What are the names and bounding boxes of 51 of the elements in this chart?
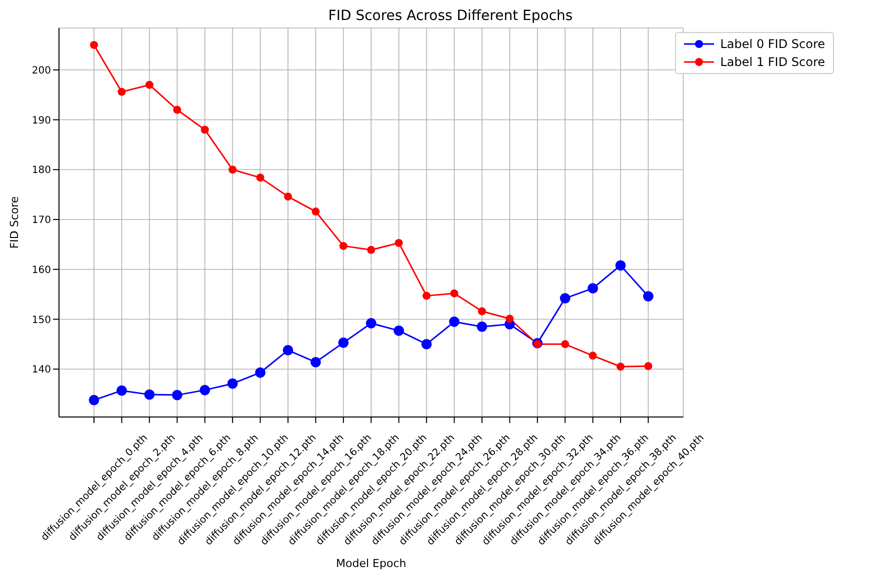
point — [450, 289, 458, 298]
legend-label: Label 1 FID Score — [720, 54, 825, 71]
point — [449, 316, 460, 327]
point — [173, 106, 182, 114]
x-axis-title: Model Epoch — [336, 557, 406, 570]
point — [116, 385, 127, 396]
point — [227, 378, 238, 389]
point — [255, 367, 266, 378]
point — [312, 208, 320, 216]
point — [506, 314, 514, 323]
point — [616, 362, 625, 371]
point — [421, 338, 432, 350]
y-tick-label: 170 — [32, 215, 51, 226]
point — [200, 126, 209, 134]
point — [88, 394, 100, 406]
point — [338, 337, 349, 348]
point — [339, 242, 348, 250]
point — [394, 238, 403, 247]
y-tick-label: 140 — [32, 364, 51, 376]
legend-label: Label 0 FID Score — [720, 36, 825, 53]
y-tick-label: 190 — [32, 115, 51, 126]
point — [367, 246, 376, 254]
point — [282, 344, 294, 356]
point — [310, 356, 321, 368]
point — [256, 174, 264, 182]
y-tick-label: 150 — [32, 314, 51, 326]
point — [615, 260, 626, 271]
point — [172, 390, 182, 400]
y-axis-title: FID Score — [8, 196, 21, 249]
point — [644, 362, 652, 370]
point — [118, 88, 126, 96]
point — [588, 283, 598, 294]
point — [144, 389, 155, 400]
point — [478, 307, 486, 316]
point — [561, 340, 570, 348]
y-tick-label: 180 — [32, 165, 51, 176]
point — [200, 384, 210, 396]
point — [90, 40, 98, 49]
y-tick-label: 160 — [32, 264, 51, 276]
point — [476, 322, 488, 332]
point — [228, 166, 237, 174]
point — [366, 318, 376, 328]
point — [145, 80, 154, 89]
point — [588, 352, 597, 360]
chart-title: FID Scores Across Different Epochs — [327, 8, 574, 24]
point — [394, 326, 404, 336]
point — [422, 292, 431, 300]
y-tick-label: 200 — [32, 65, 51, 76]
point — [284, 192, 292, 201]
point — [643, 291, 654, 302]
point — [560, 293, 570, 304]
